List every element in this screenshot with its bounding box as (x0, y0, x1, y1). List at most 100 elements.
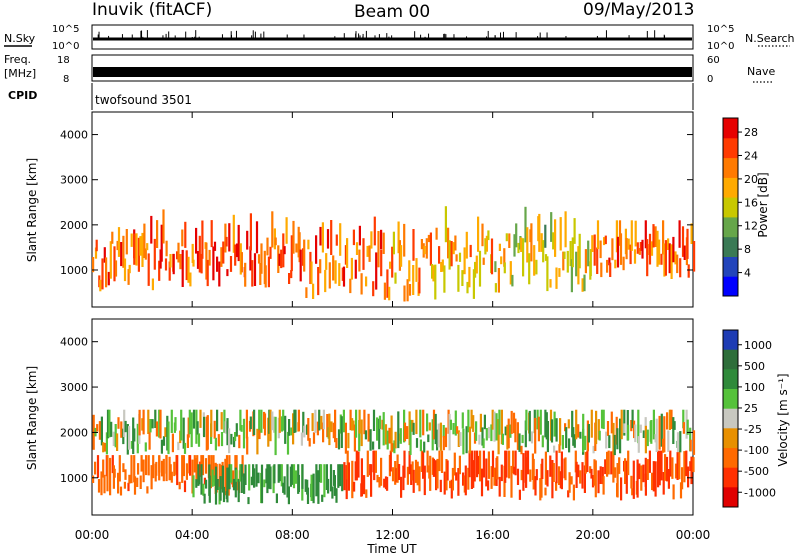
heatmap-cell (552, 232, 555, 250)
heatmap-cell (214, 466, 218, 505)
heatmap-cell (147, 455, 150, 476)
heatmap-cell (434, 413, 437, 445)
heatmap-cell (380, 249, 383, 277)
colorbar-tick-label: 16 (744, 196, 758, 209)
heatmap-cell (168, 261, 171, 281)
heatmap-cell (122, 235, 125, 268)
heatmap-cell (587, 424, 590, 443)
power-y-ticks: 1000 2000 3000 4000 (60, 129, 693, 277)
heatmap-cell (185, 250, 188, 281)
heatmap-cell (528, 253, 531, 285)
heatmap-cell (602, 476, 605, 495)
heatmap-cell (419, 409, 422, 438)
cpid-label: CPID (8, 89, 37, 102)
heatmap-cell (234, 432, 237, 442)
heatmap-cell (373, 450, 376, 481)
colorbar-swatch (723, 448, 738, 469)
heatmap-cell (292, 413, 295, 445)
heatmap-cell (264, 265, 267, 288)
heatmap-cell (476, 455, 479, 475)
heatmap-cell (403, 450, 406, 478)
heatmap-cell (481, 223, 484, 247)
heatmap-cell (330, 220, 333, 255)
heatmap-cell (561, 435, 564, 450)
heatmap-cell (644, 473, 647, 496)
heatmap-cell (577, 464, 580, 478)
heatmap-cell (149, 419, 152, 433)
heatmap-cell (122, 463, 125, 473)
heatmap-cell (514, 450, 517, 476)
heatmap-cell (280, 464, 283, 487)
heatmap-cell (240, 464, 243, 493)
heatmap-cell (186, 434, 189, 448)
heatmap-cell (358, 409, 361, 434)
heatmap-cell (608, 435, 611, 449)
velocity-colorbar: 1000 500 100 25 -25 -100 -500 -1000 (722, 329, 776, 508)
heatmap-cell (369, 429, 372, 451)
heatmap-cell (137, 463, 140, 475)
power-panel: 1000 2000 3000 4000 Slant Range [km] 4 8 12 16… (25, 111, 770, 308)
heatmap-cell (575, 251, 578, 277)
heatmap-cell (203, 477, 206, 485)
heatmap-cell (197, 433, 201, 447)
heatmap-cell (539, 409, 542, 435)
heatmap-cell (137, 237, 140, 272)
colorbar-frame (722, 329, 739, 508)
heatmap-cell (332, 255, 335, 281)
heatmap-cell (550, 212, 553, 242)
heatmap-cell (321, 494, 324, 502)
heatmap-cell (686, 228, 689, 259)
heatmap-cell (127, 269, 130, 285)
heatmap-cell (162, 436, 166, 446)
colorbar-swatch (723, 276, 738, 297)
heatmap-cell (549, 279, 552, 288)
heatmap-cell (237, 479, 240, 503)
heatmap-cell (518, 433, 521, 452)
heatmap-cell (226, 467, 229, 503)
heatmap-cell (341, 464, 344, 492)
heatmap-cell (587, 240, 590, 267)
heatmap-cell (406, 279, 409, 302)
heatmap-cell (288, 419, 291, 436)
cpid-program: twofsound 3501 (95, 93, 192, 107)
heatmap-cell (384, 424, 388, 445)
heatmap-cell (325, 464, 328, 490)
heatmap-cell (259, 263, 262, 285)
heatmap-cell (386, 430, 389, 450)
heatmap-cell (346, 238, 349, 268)
heatmap-cell (178, 481, 181, 490)
heatmap-cell (584, 451, 587, 474)
heatmap-cell (467, 467, 470, 490)
heatmap-cell (317, 470, 320, 504)
heatmap-cell (515, 223, 518, 248)
heatmap-cell (230, 433, 233, 445)
heatmap-cell (374, 450, 377, 473)
heatmap-cell (564, 457, 567, 481)
heatmap-cell (167, 421, 170, 455)
heatmap-cell (447, 227, 450, 259)
heatmap-cell (487, 230, 490, 241)
heatmap-cell (670, 409, 673, 429)
heatmap-cell (566, 250, 569, 273)
heatmap-cell (125, 229, 128, 255)
heatmap-cell (540, 233, 543, 252)
heatmap-cell (360, 273, 363, 295)
heatmap-cell (692, 457, 695, 473)
y-tick-label: 2000 (60, 219, 88, 232)
heatmap-cell (553, 445, 556, 453)
heatmap-cell (662, 438, 665, 453)
heatmap-cell (260, 464, 264, 504)
heatmap-cell (143, 223, 146, 258)
heatmap-cell (210, 409, 213, 437)
heatmap-cell (319, 226, 322, 246)
power-colorbar: 4 8 12 16 20 24 28 (722, 117, 758, 297)
heatmap-cell (673, 421, 676, 430)
heatmap-cell (505, 450, 508, 478)
heatmap-cell (674, 251, 677, 265)
heatmap-cell (422, 409, 425, 436)
freq-left-tick-top: 18 (57, 55, 70, 66)
heatmap-cell (180, 409, 183, 441)
heatmap-cell (668, 243, 671, 274)
heatmap-cell (606, 259, 609, 273)
freq-label: Freq. (4, 53, 31, 66)
